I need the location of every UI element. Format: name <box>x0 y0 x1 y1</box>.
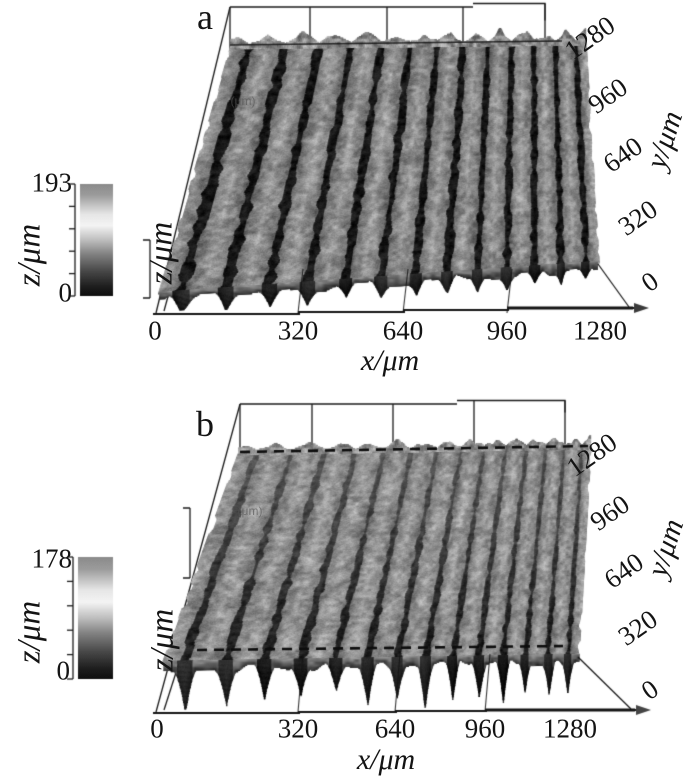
colorbar-b-max-label: 178 <box>31 543 73 574</box>
panel-b-x-tick-4: 1280 <box>543 713 597 744</box>
panel-b-overlay-text-2: (μm) <box>237 504 263 518</box>
panel-a-x-tick-4: 1280 <box>573 315 627 346</box>
panel-b-z-axis-label: z/μm <box>144 608 181 672</box>
panel-b-x-tick-0: 0 <box>150 713 164 744</box>
panel-a-z-axis-label: z/μm <box>143 221 180 285</box>
panel-b-x-tick-1: 320 <box>277 713 319 744</box>
panel-b-x-tick-2: 640 <box>374 713 416 744</box>
panel-a-x-tick-2: 640 <box>382 315 424 346</box>
colorbar-a-max-label: 193 <box>31 167 73 198</box>
panel-b-x-tick-3: 960 <box>464 713 506 744</box>
panel-a-x-axis-label: x/μm <box>360 344 420 377</box>
panel-b-overlay-text-1: 9 <box>248 458 256 472</box>
panel-a-overlay-text: (μm) <box>230 94 256 108</box>
panel-b-letter: b <box>196 404 214 444</box>
colorbar-a-axis-label: z/μm <box>11 223 48 287</box>
colorbar-b-min-label: 0 <box>56 655 71 686</box>
panel-b-x-axis-label: x/μm <box>356 743 416 776</box>
panel-a-letter: a <box>197 0 213 37</box>
panel-a-x-tick-0: 0 <box>148 315 162 346</box>
colorbar-b-axis-label: z/μm <box>11 600 48 664</box>
panel-a-x-tick-3: 960 <box>486 315 528 346</box>
colorbar-a-min-label: 0 <box>58 277 73 308</box>
panel-a-x-tick-1: 320 <box>277 315 319 346</box>
